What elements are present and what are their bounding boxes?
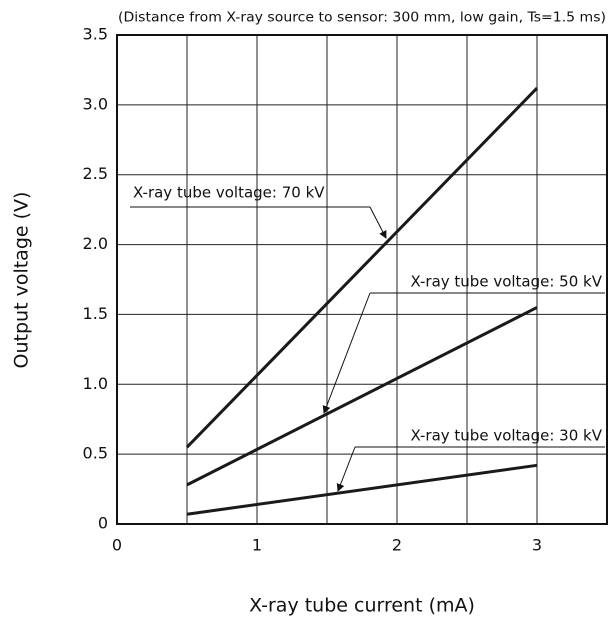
y-tick-label: 2.0 <box>83 234 108 253</box>
x-tick-label: 3 <box>532 536 542 555</box>
y-tick-label: 3.0 <box>83 94 108 113</box>
y-tick-label: 0.5 <box>83 444 108 463</box>
series-line <box>186 463 538 516</box>
y-tick-label: 3.5 <box>83 25 108 44</box>
leader-arrow <box>336 446 356 492</box>
y-tick-label: 2.5 <box>83 164 108 183</box>
leader-arrow <box>322 292 371 414</box>
y-tick-label: 0 <box>98 514 108 533</box>
series-label: X-ray tube voltage: 50 kV <box>410 273 602 291</box>
x-axis-label: X-ray tube current (mA) <box>249 595 475 617</box>
plot-frame <box>116 34 608 525</box>
x-tick-label: 0 <box>112 536 122 555</box>
series-label: X-ray tube voltage: 30 kV <box>410 427 602 445</box>
series-label: X-ray tube voltage: 70 kV <box>133 184 325 202</box>
x-tick-label: 1 <box>252 536 262 555</box>
x-tick-label: 2 <box>392 536 402 555</box>
leader-arrow <box>369 206 387 239</box>
y-axis-label: Output voltage (V) <box>11 192 33 369</box>
y-tick-label: 1.0 <box>83 374 108 393</box>
y-tick-label: 1.5 <box>83 304 108 323</box>
series-line <box>185 87 539 449</box>
subtitle: (Distance from X-ray source to sensor: 3… <box>118 11 606 26</box>
series-line <box>186 306 538 487</box>
